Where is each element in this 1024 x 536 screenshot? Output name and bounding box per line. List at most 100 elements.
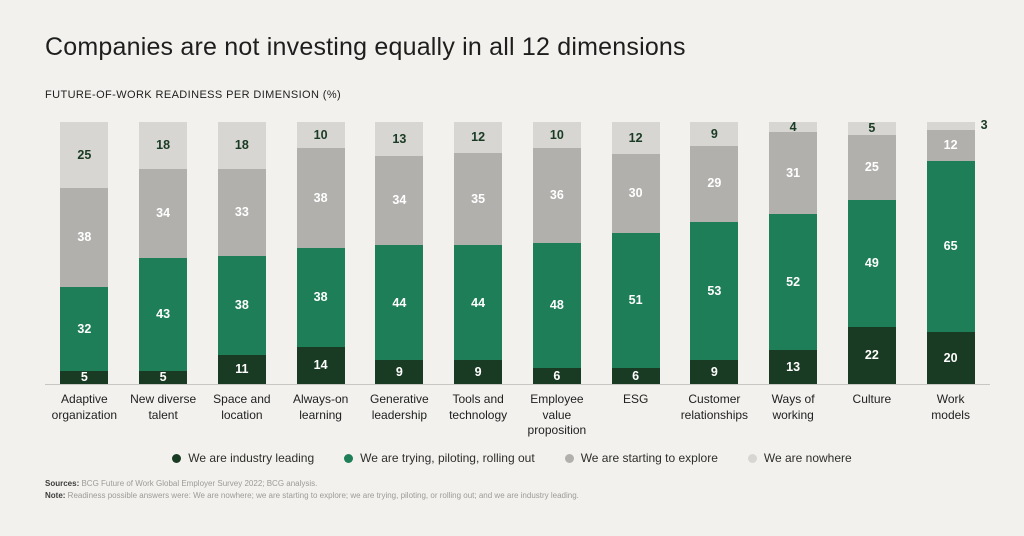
bar-value-label: 5: [868, 121, 876, 136]
bar-segment: 25: [60, 122, 109, 188]
bar-segment: 38: [60, 187, 109, 288]
stacked-bar: 25 38 32 5: [60, 122, 109, 385]
legend-dot-industry-leading-icon: [172, 453, 182, 463]
bar-segment: 12: [454, 122, 503, 154]
stacked-bar: 13 34 44 9: [375, 122, 424, 384]
bar-segment: 43: [139, 258, 188, 371]
note-line: Note: Readiness possible answers were: W…: [45, 490, 979, 502]
bar-segment: 12: [611, 122, 660, 154]
bar-value-label: 32: [77, 321, 92, 336]
bar-column: 5 25 49 22: [833, 122, 912, 384]
bar-segment: 49: [847, 199, 896, 327]
bar-value-label: 25: [864, 160, 879, 175]
legend-item-industry-leading: We are industry leading: [172, 451, 314, 465]
x-axis-label: ESG: [622, 392, 649, 406]
bar-value-label: 13: [786, 359, 801, 374]
bar-value-label: 5: [80, 370, 88, 385]
bar-value-label: 14: [313, 358, 328, 373]
bar-value-label: 52: [786, 274, 801, 289]
bar-value-label: 30: [628, 186, 643, 201]
bar-segment: 34: [375, 156, 424, 246]
legend-dot-starting-explore-icon: [564, 453, 574, 463]
bar-segment: 18: [217, 122, 266, 170]
bar-column: 12 35 44 9: [439, 122, 518, 384]
bar-value-label: 31: [786, 165, 801, 180]
bar-segment: 3: [926, 119, 988, 131]
sources-line: Sources: BCG Future of Work Global Emplo…: [45, 478, 979, 490]
bar-value-label: 38: [313, 190, 328, 205]
bar-value-label: 3: [980, 118, 988, 133]
bar-column: 18 33 38 11: [203, 122, 282, 384]
x-axis-label: Work models: [931, 392, 970, 422]
bar-value-label: 12: [628, 130, 643, 145]
x-axis-label: Adaptive organization: [51, 392, 118, 422]
bar-column: 25 38 32 5: [45, 122, 124, 384]
bar-value-label: 9: [710, 126, 718, 141]
bar-column: 12 30 51 6: [596, 122, 675, 384]
bar-value-label: 12: [943, 138, 958, 153]
x-axis-label: Employee value proposition: [527, 392, 587, 438]
legend-item-starting-explore: We are starting to explore: [564, 451, 718, 465]
page-title: Companies are not investing equally in a…: [45, 33, 686, 61]
stacked-bar: 10 38 38 14: [296, 122, 345, 384]
bar-segment: 6: [532, 368, 581, 384]
bar-segment: 18: [139, 122, 188, 170]
bar-value-label: 36: [549, 188, 564, 203]
bar-value-label: 9: [395, 364, 403, 379]
stacked-bar: 18 34 43 5: [139, 122, 188, 384]
bar-segment: 5: [60, 370, 109, 385]
bar-segment: 10: [532, 122, 581, 149]
bar-column: 3 12 65 20: [911, 119, 990, 384]
bar-segment: 14: [296, 347, 345, 384]
sources-text: BCG Future of Work Global Employer Surve…: [79, 479, 318, 488]
bar-value-label: 29: [707, 176, 722, 191]
bar-segment: 44: [375, 245, 424, 361]
stacked-bar: 9 29 53 9: [690, 122, 739, 384]
legend-dot-trying-piloting-icon: [344, 453, 354, 463]
legend-dot-nowhere-icon: [747, 453, 757, 463]
note-label: Note:: [45, 491, 66, 500]
bar-segment: 22: [847, 326, 896, 384]
bar-value-label: 25: [77, 147, 92, 162]
x-axis-label: Generative leadership: [370, 392, 429, 422]
bar-value-label: 9: [710, 364, 718, 379]
bar-segment: 30: [611, 153, 660, 234]
bar-value-label: 11: [235, 362, 249, 377]
bar-segment: 44: [454, 245, 503, 361]
stacked-bar: 10 36 48 6: [532, 122, 581, 384]
stacked-bar: 12 30 51 6: [611, 122, 660, 384]
bar-segment: 13: [769, 349, 818, 384]
bar-value-label: 9: [474, 364, 482, 379]
bar-segment: 35: [454, 153, 503, 246]
bar-value-label: 20: [943, 350, 958, 365]
bar-segment: 38: [217, 255, 266, 356]
bar-value-label: 53: [707, 283, 722, 298]
bar-value-label: 4: [789, 119, 797, 134]
chart-subtitle: FUTURE-OF-WORK READINESS PER DIMENSION (…: [45, 89, 342, 101]
bar-column: 13 34 44 9: [360, 122, 439, 384]
bar-value-label: 6: [553, 368, 561, 383]
bar-value-label: 33: [234, 205, 249, 220]
x-axis-label: Space and location: [213, 392, 271, 422]
bar-segment: 9: [375, 360, 424, 384]
legend-label: We are trying, piloting, rolling out: [360, 451, 535, 465]
x-axis-label: Customer relationships: [680, 392, 749, 422]
stacked-bar: 18 33 38 11: [217, 122, 266, 384]
bar-value-label: 12: [471, 130, 486, 145]
legend: We are industry leading We are trying, p…: [0, 451, 1024, 465]
bar-value-label: 18: [234, 138, 249, 153]
bar-segment: 13: [375, 122, 424, 157]
bar-segment: 6: [611, 368, 660, 384]
stacked-bar-chart: 25 38 32 5 18 34 43 5 18 33 38 11 10 38 38 14 13 34 44 9 12 3…: [45, 119, 990, 385]
bar-column: 4 31 52 13: [754, 119, 833, 384]
stacked-bar: 4 31 52 13: [769, 119, 818, 384]
bar-segment: 5: [847, 121, 896, 136]
bar-column: 9 29 53 9: [675, 122, 754, 384]
bar-value-label: 44: [392, 295, 407, 310]
bar-value-label: 49: [864, 256, 879, 271]
note-text: Readiness possible answers were: We are …: [65, 491, 579, 500]
legend-label: We are industry leading: [188, 451, 315, 465]
bar-value-label: 65: [943, 239, 958, 254]
bar-segment: 38: [296, 247, 345, 348]
bar-segment: 29: [690, 145, 739, 222]
